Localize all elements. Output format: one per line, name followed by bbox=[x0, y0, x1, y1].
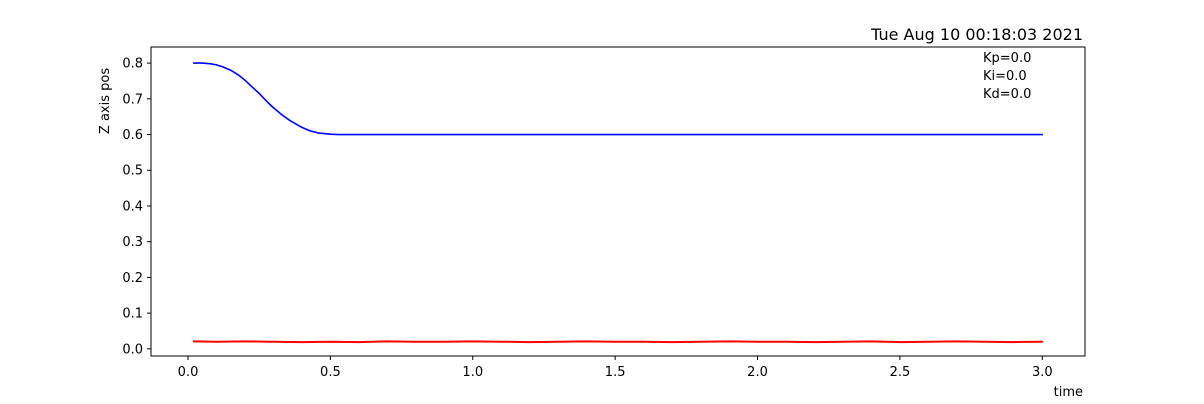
x-tick-label: 1.0 bbox=[462, 365, 483, 380]
series-layer bbox=[192, 62, 1044, 344]
series-line-1 bbox=[192, 62, 1044, 136]
y-tick-label: 0.4 bbox=[122, 199, 143, 214]
x-tick-label: 0.5 bbox=[320, 365, 341, 380]
annotation-ki: Ki=0.0 bbox=[983, 69, 1027, 84]
y-tick-label: 0.7 bbox=[122, 92, 143, 107]
x-tick-label: 0.0 bbox=[178, 365, 199, 380]
x-tick-label: 1.5 bbox=[605, 365, 626, 380]
y-axis-label: Z axis pos bbox=[98, 68, 113, 134]
y-axis-ticks: 0.0 0.1 0.2 0.3 0.4 0.5 0.6 0.7 0.8 bbox=[122, 57, 151, 357]
x-tick-label: 2.0 bbox=[747, 365, 768, 380]
y-tick-label: 0.3 bbox=[122, 235, 143, 250]
y-tick-label: 0.1 bbox=[122, 307, 143, 322]
y-tick-label: 0.8 bbox=[122, 57, 143, 72]
chart-title: Tue Aug 10 00:18:03 2021 bbox=[870, 25, 1083, 44]
x-tick-label: 3.0 bbox=[1032, 365, 1053, 380]
x-tick-label: 2.5 bbox=[890, 365, 911, 380]
y-tick-label: 0.5 bbox=[122, 164, 143, 179]
y-tick-label: 0.6 bbox=[122, 128, 143, 143]
y-tick-label: 0.0 bbox=[122, 342, 143, 357]
x-axis-ticks: 0.0 0.5 1.0 1.5 2.0 2.5 3.0 bbox=[178, 356, 1053, 380]
x-axis-label: time bbox=[1054, 385, 1083, 400]
annotation-kp: Kp=0.0 bbox=[983, 51, 1031, 66]
axes-frame bbox=[150, 46, 1086, 357]
y-tick-label: 0.2 bbox=[122, 271, 143, 286]
series-line-2 bbox=[192, 340, 1044, 344]
annotation-kd: Kd=0.0 bbox=[983, 87, 1031, 102]
